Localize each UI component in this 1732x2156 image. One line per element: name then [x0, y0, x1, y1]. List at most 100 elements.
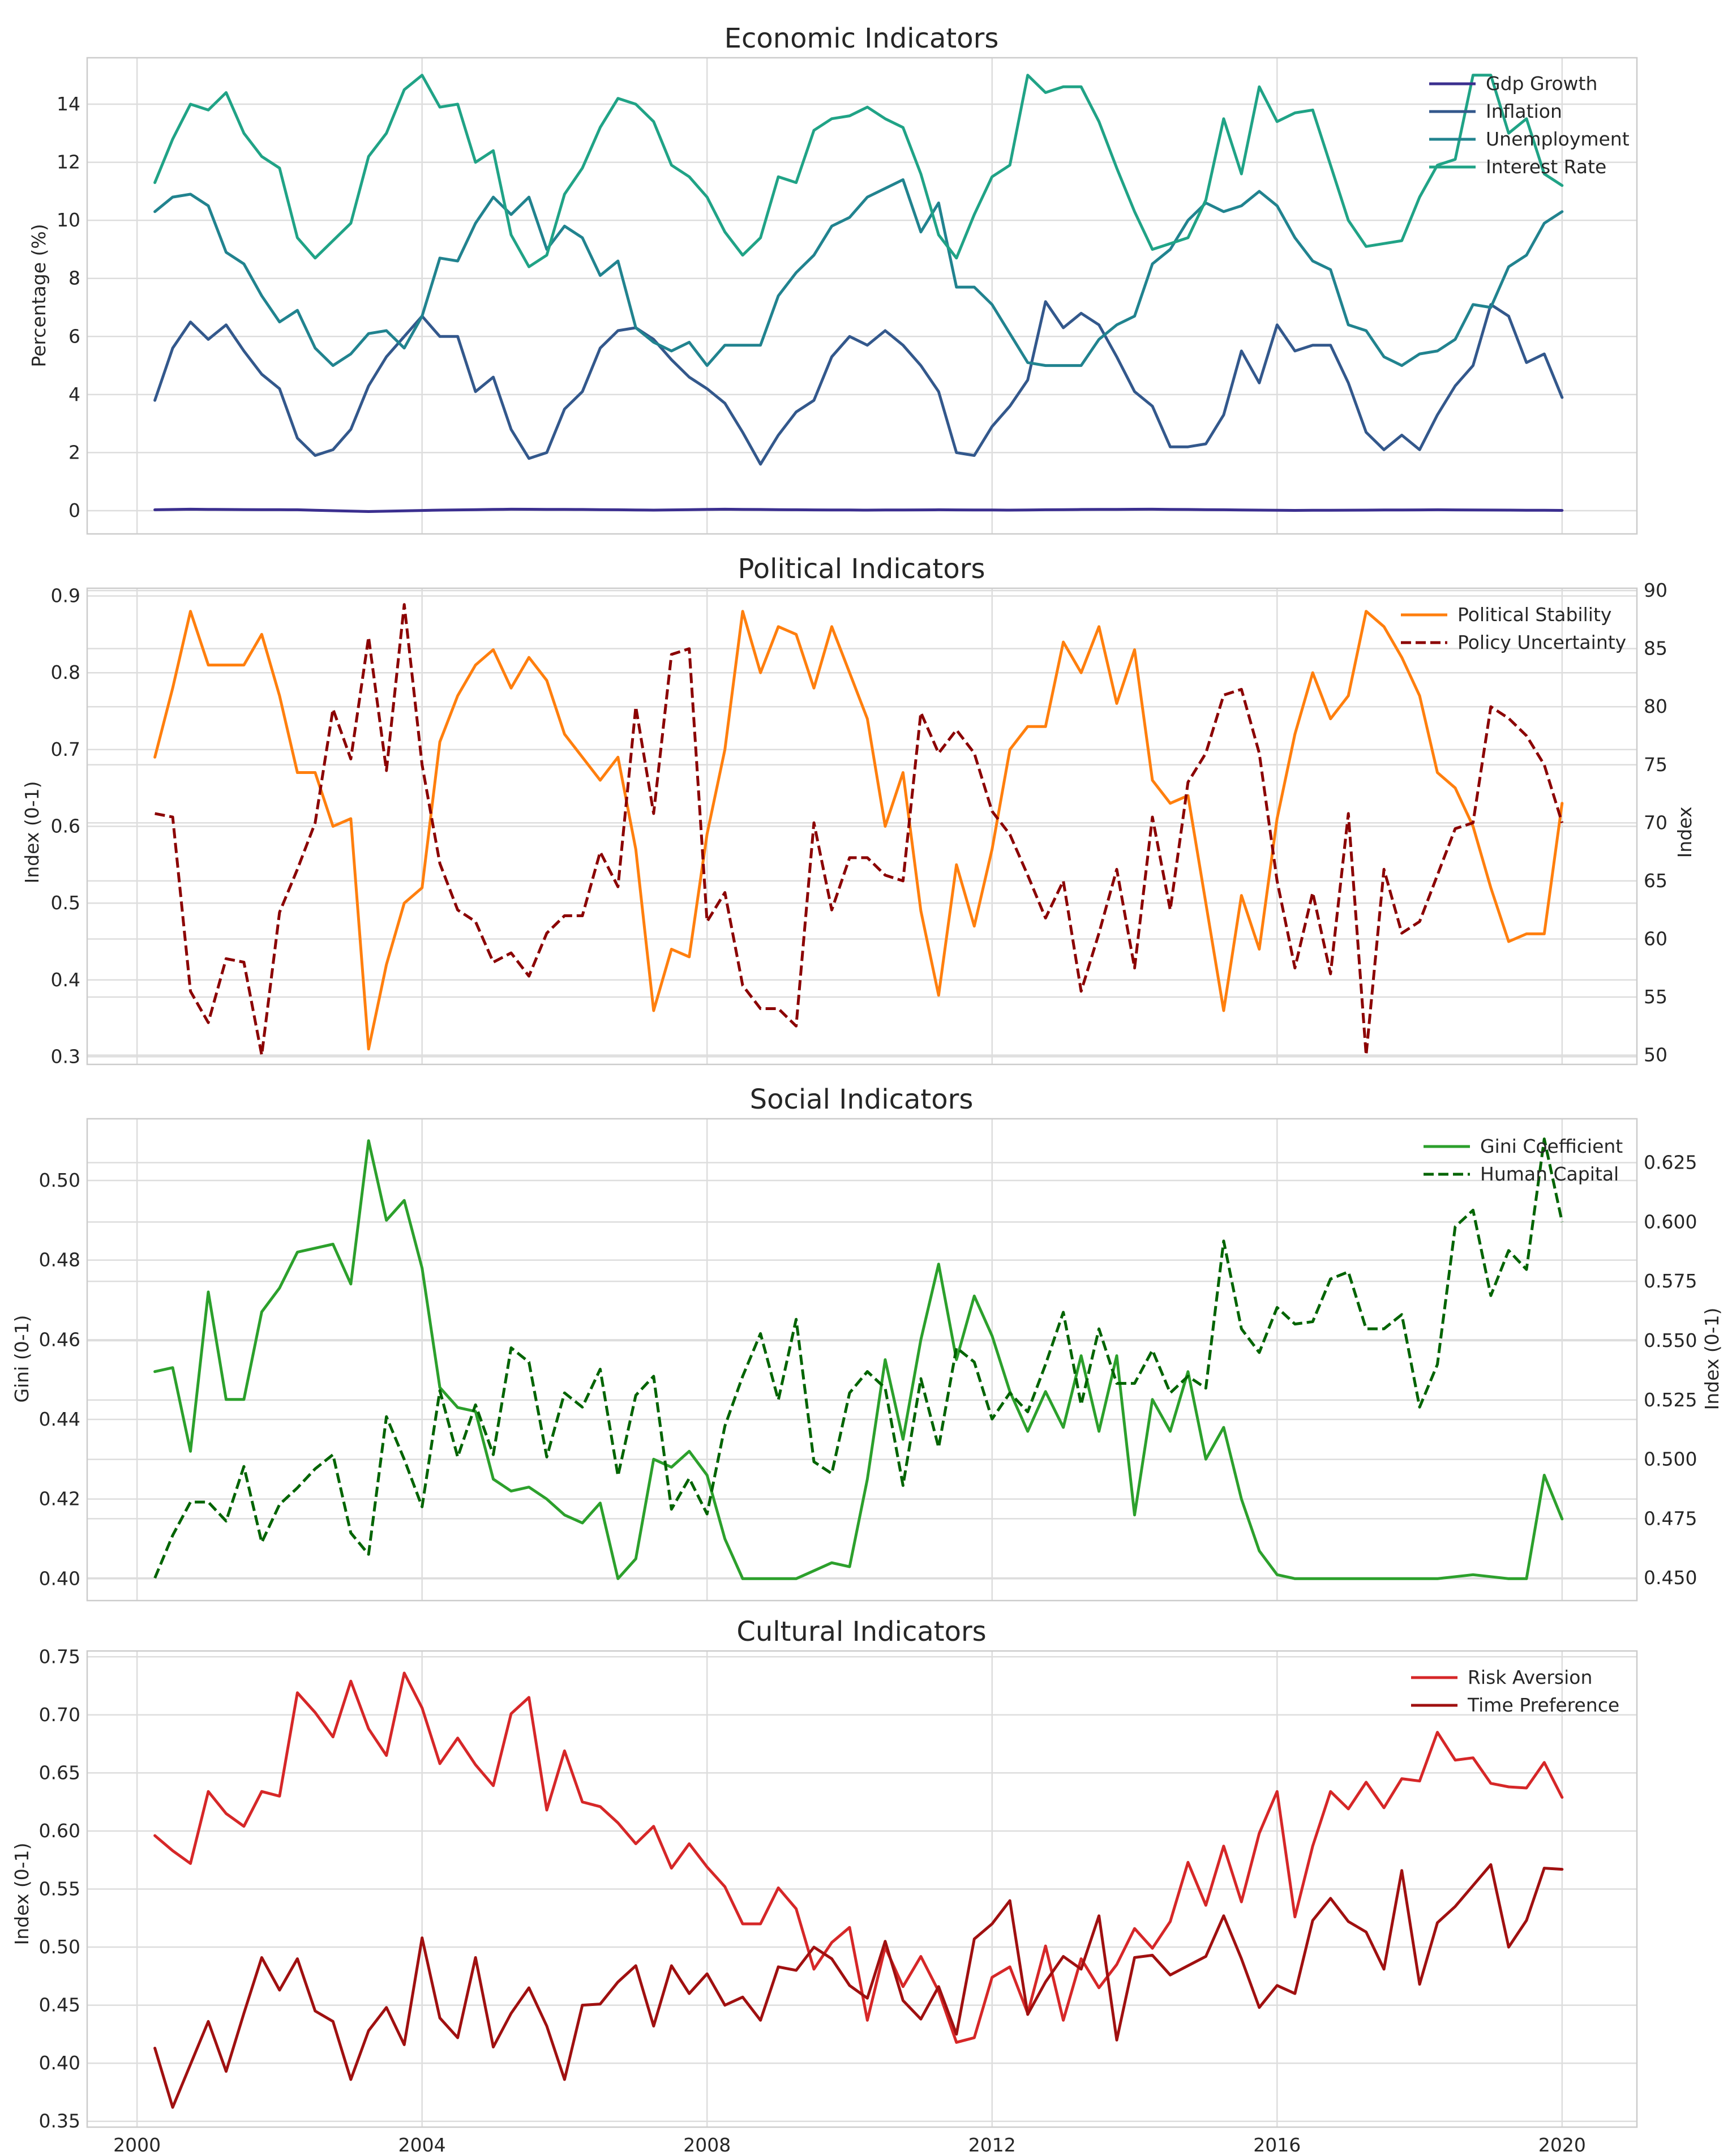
y2-tick-label: 0.525 [1644, 1389, 1697, 1411]
y-tick-label: 0.3 [51, 1045, 80, 1067]
y-tick-label: 0.60 [39, 1820, 80, 1842]
y2-tick-label: 65 [1644, 870, 1667, 892]
panel-social-legend: Gini Coefficient Human Capital [1424, 1135, 1623, 1185]
panel-political-legend: Political Stability Policy Uncertainty [1401, 604, 1626, 653]
x-tick-label: 2012 [968, 2134, 1016, 2156]
series-line-political-stability [153, 610, 1564, 1051]
panel-political-ticks: 0.3 0.4 0.5 0.6 0.7 0.8 0.9 50 55 60 65 70 75 80 85 90 [51, 579, 1667, 1067]
y-tick-label: 0.9 [51, 585, 80, 607]
panel-political-grid [87, 588, 1637, 1064]
y-tick-label: 0.40 [39, 2052, 80, 2074]
y-tick-label: 0.45 [39, 1994, 80, 2016]
panel-economic-title: Economic Indicators [724, 23, 999, 54]
y-tick-label: 0.7 [51, 738, 80, 760]
y-tick-label: 0.50 [39, 1936, 80, 1958]
series-line-unemployment [153, 178, 1564, 367]
y-tick-label: 0.46 [39, 1328, 80, 1350]
panel-social-ylabel-right: Index (0-1) [1701, 1308, 1723, 1410]
y-tick-label: 0.8 [51, 661, 80, 683]
panel-economic-frame [86, 57, 1638, 535]
panel-political-title: Political Indicators [738, 553, 985, 585]
y2-tick-label: 0.475 [1644, 1507, 1697, 1529]
legend-label: Political Stability [1457, 604, 1611, 626]
panel-economic-ylabel: Percentage (%) [28, 224, 50, 367]
y2-tick-label: 90 [1644, 579, 1667, 601]
y2-tick-label: 0.575 [1644, 1270, 1697, 1292]
series-line-risk-aversion [153, 1671, 1564, 2044]
y2-tick-label: 60 [1644, 927, 1667, 949]
y-tick-label: 0.6 [51, 815, 80, 837]
y-tick-label: 0.65 [39, 1761, 80, 1783]
y-tick-label: 0.48 [39, 1249, 80, 1271]
y2-tick-label: 50 [1644, 1044, 1667, 1066]
y-tick-label: 8 [68, 267, 80, 289]
panel-cultural: Cultural Indicators Index (0-1) 0.35 0.40… [11, 1616, 1638, 2132]
y2-tick-label: 0.450 [1644, 1567, 1697, 1589]
x-tick-label: 2000 [113, 2134, 161, 2156]
series-line-policy-uncertainty [155, 603, 1564, 1057]
legend-label: Interest Rate [1486, 156, 1606, 178]
y-tick-label: 0.42 [39, 1488, 80, 1510]
panel-political-series [153, 603, 1564, 1057]
y-tick-label: 2 [68, 441, 80, 463]
series-line-gini-coefficient [153, 1139, 1564, 1580]
y2-tick-label: 0.550 [1644, 1329, 1697, 1351]
y2-tick-label: 85 [1644, 638, 1667, 660]
y-tick-label: 0.75 [39, 1645, 80, 1667]
panel-economic: Economic Indicators Percentage (%) 0 2 4 6 8… [28, 23, 1638, 535]
series-line-interest-rate [153, 74, 1564, 268]
y-tick-label: 14 [57, 93, 80, 115]
y2-tick-label: 70 [1644, 811, 1667, 833]
panel-economic-series [153, 74, 1564, 513]
y2-tick-label: 75 [1644, 754, 1667, 776]
y-tick-label: 0.35 [39, 2110, 80, 2132]
series-line-time-preference [153, 1863, 1564, 2109]
x-axis-ticks: 2000 2004 2008 2012 2016 2020 [113, 2134, 1586, 2156]
panel-cultural-legend: Risk Aversion Time Preference [1411, 1666, 1619, 1716]
panel-political: Political Indicators Index (0-1) Index 0… [21, 553, 1696, 1067]
panel-political-frame [86, 587, 1638, 1066]
panel-cultural-grid [87, 1651, 1637, 2127]
legend-label: Inflation [1486, 100, 1562, 122]
panel-economic-legend: Gdp Growth Inflation Unemployment Interest … [1429, 72, 1630, 178]
y-tick-label: 6 [68, 325, 80, 347]
legend-label: Policy Uncertainty [1457, 631, 1626, 653]
panel-social-ticks: 0.40 0.42 0.44 0.46 0.48 0.50 0.450 0.475 0.500 0… [39, 1152, 1697, 1590]
panel-political-ylabel-right: Index [1674, 807, 1696, 858]
panel-political-ylabel: Index (0-1) [21, 781, 43, 884]
x-tick-label: 2008 [683, 2134, 731, 2156]
series-line-inflation [153, 300, 1564, 466]
y-tick-label: 0.5 [51, 892, 80, 914]
panel-social-ylabel: Gini (0-1) [11, 1315, 33, 1403]
x-tick-label: 2004 [398, 2134, 446, 2156]
panel-social-grid [87, 1119, 1637, 1601]
y-tick-label: 10 [57, 209, 80, 231]
panel-social-title: Social Indicators [750, 1084, 974, 1115]
panel-cultural-ticks: 0.35 0.40 0.45 0.50 0.55 0.60 0.65 0.70 0.75 [39, 1645, 80, 2132]
panel-cultural-ylabel: Index (0-1) [11, 1843, 33, 1945]
y-tick-label: 0.44 [39, 1408, 80, 1430]
series-line-gdp-growth [153, 507, 1564, 513]
y2-tick-label: 80 [1644, 695, 1667, 717]
y-tick-label: 0.40 [39, 1567, 80, 1589]
y-tick-label: 0.4 [51, 969, 80, 991]
y-tick-label: 12 [57, 151, 80, 173]
panel-cultural-frame [86, 1650, 1638, 2128]
y2-tick-label: 55 [1644, 986, 1667, 1008]
y-tick-label: 0.50 [39, 1169, 80, 1191]
x-tick-label: 2020 [1538, 2134, 1586, 2156]
legend-label: Gdp Growth [1486, 72, 1597, 95]
y-tick-label: 0.70 [39, 1704, 80, 1726]
x-tick-label: 2016 [1253, 2134, 1301, 2156]
y2-tick-label: 0.625 [1644, 1152, 1697, 1174]
y2-tick-label: 0.600 [1644, 1210, 1697, 1233]
legend-label: Human Capital [1480, 1163, 1619, 1185]
panel-economic-ticks: 0 2 4 6 8 10 12 14 [57, 93, 80, 521]
y-tick-label: 0 [68, 499, 80, 521]
y-tick-label: 0.55 [39, 1878, 80, 1900]
panel-social: Social Indicators Gini (0-1) Index (0-1)… [11, 1084, 1723, 1602]
legend-label: Time Preference [1467, 1694, 1619, 1716]
legend-label: Unemployment [1486, 128, 1630, 150]
legend-label: Gini Coefficient [1480, 1135, 1623, 1157]
